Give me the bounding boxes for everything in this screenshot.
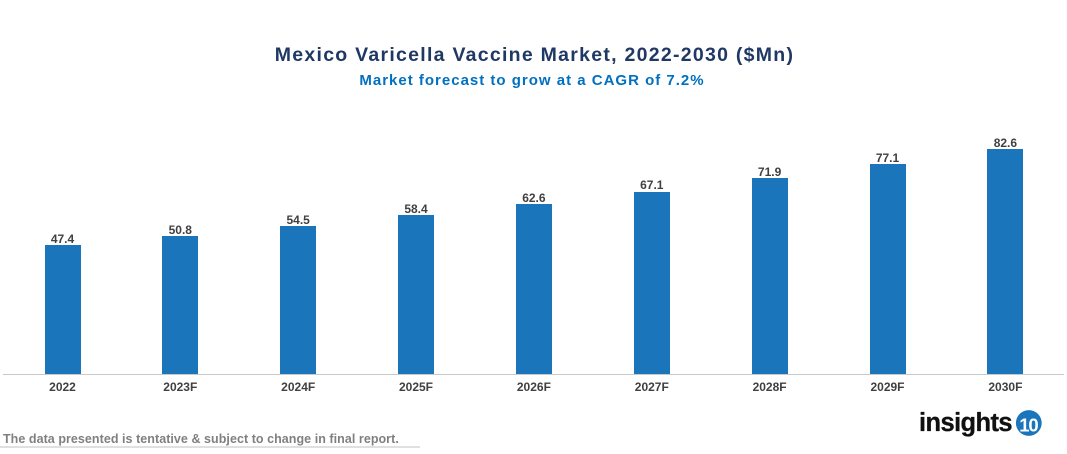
svg-text:10: 10 — [1019, 415, 1038, 436]
